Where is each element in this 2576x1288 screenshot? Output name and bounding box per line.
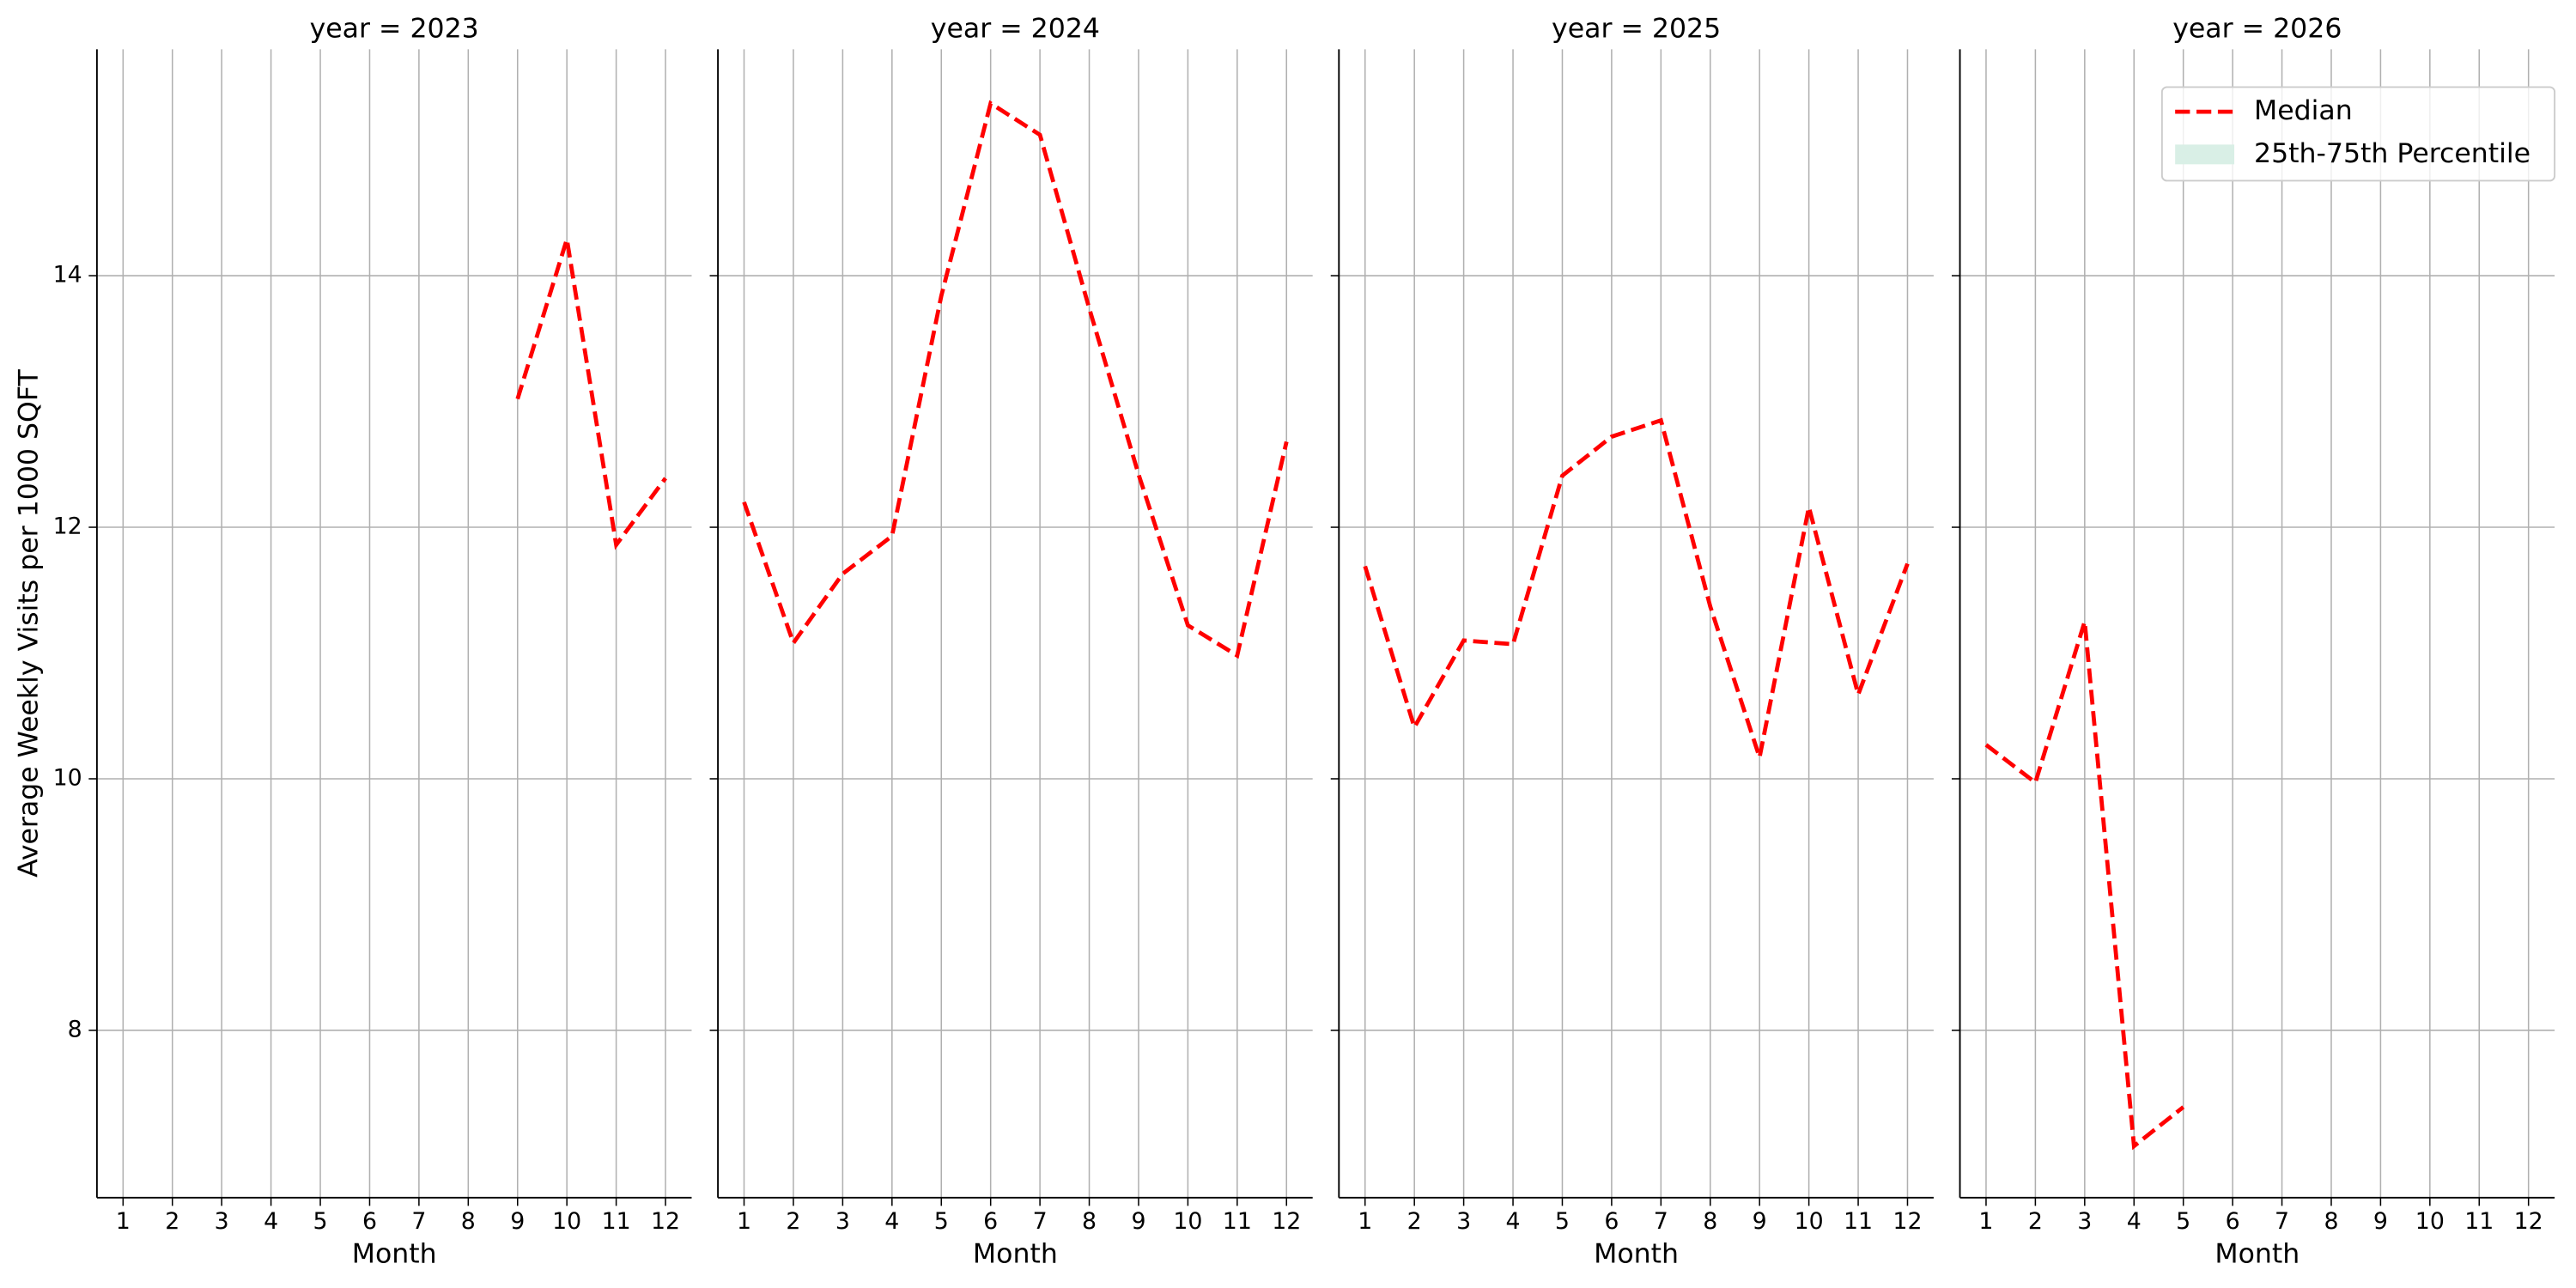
legend-box [2160,86,2556,182]
x-tick-label: 8 [1082,1208,1097,1235]
x-tick-label: 1 [1358,1208,1372,1235]
x-tick-label: 12 [1272,1208,1301,1235]
x-tick-label: 4 [1506,1208,1521,1235]
x-tick-label: 6 [362,1208,377,1235]
x-tick-label: 7 [411,1208,426,1235]
x-tick-label: 3 [2077,1208,2092,1235]
x-tick-label: 8 [1703,1208,1717,1235]
x-tick-label: 1 [1978,1208,1993,1235]
x-tick-label: 4 [2127,1208,2142,1235]
x-tick-label: 9 [1131,1208,1145,1235]
x-tick-label: 8 [2324,1208,2338,1235]
x-axis-label: Month [1594,1239,1679,1270]
x-tick-label: 10 [2415,1208,2445,1235]
x-tick-label: 4 [264,1208,278,1235]
median-line [515,238,667,550]
x-tick-label: 12 [651,1208,680,1235]
legend-swatch [2175,144,2235,165]
x-tick-label: 6 [2226,1208,2240,1235]
x-tick-label: 11 [1844,1208,1873,1235]
x-tick-label: 12 [1893,1208,1922,1235]
x-tick-label: 7 [2275,1208,2289,1235]
x-tick-label: 11 [1223,1208,1252,1235]
x-tick-label: 5 [2176,1208,2190,1235]
panel-title: year = 2024 [931,13,1100,44]
x-tick-label: 9 [2373,1208,2388,1235]
x-tick-label: 5 [1555,1208,1570,1235]
x-tick-label: 10 [1173,1208,1202,1235]
x-tick-label: 2 [2028,1208,2043,1235]
median-line [742,100,1289,659]
x-tick-label: 4 [884,1208,899,1235]
x-tick-label: 11 [2464,1208,2494,1235]
x-tick-label: 2 [1407,1208,1422,1235]
x-tick-label: 10 [552,1208,581,1235]
x-tick-label: 6 [1604,1208,1619,1235]
y-tick-label: 12 [53,513,82,540]
x-tick-label: 5 [934,1208,949,1235]
x-tick-label: 9 [1753,1208,1767,1235]
x-tick-label: 3 [835,1208,850,1235]
panel-title: year = 2025 [1552,13,1721,44]
x-axis-label: Month [973,1239,1058,1270]
x-tick-label: 9 [510,1208,525,1235]
x-tick-label: 2 [786,1208,800,1235]
y-tick-label: 14 [53,262,82,289]
x-tick-label: 3 [215,1208,229,1235]
median-line [1363,417,1910,766]
x-tick-label: 8 [461,1208,476,1235]
panel-title: year = 2026 [2172,13,2342,44]
x-tick-label: 11 [602,1208,631,1235]
panel-title: year = 2023 [310,13,479,44]
median-line [1984,621,2185,1151]
x-tick-label: 7 [1033,1208,1048,1235]
legend-label: Median [2254,95,2353,126]
x-axis-label: Month [2215,1239,2300,1270]
y-axis-label: Average Weekly Visits per 1000 SQFT [13,369,44,878]
x-tick-label: 1 [737,1208,751,1235]
x-tick-label: 10 [1795,1208,1824,1235]
x-tick-label: 3 [1456,1208,1471,1235]
x-tick-label: 1 [116,1208,131,1235]
x-tick-label: 6 [983,1208,998,1235]
x-tick-label: 5 [313,1208,328,1235]
x-tick-label: 7 [1654,1208,1668,1235]
legend-label: 25th-75th Percentile [2254,138,2530,169]
x-tick-label: 2 [165,1208,179,1235]
y-tick-label: 8 [68,1016,82,1042]
y-tick-label: 10 [53,764,82,791]
x-axis-label: Month [352,1239,437,1270]
x-tick-label: 12 [2514,1208,2543,1235]
